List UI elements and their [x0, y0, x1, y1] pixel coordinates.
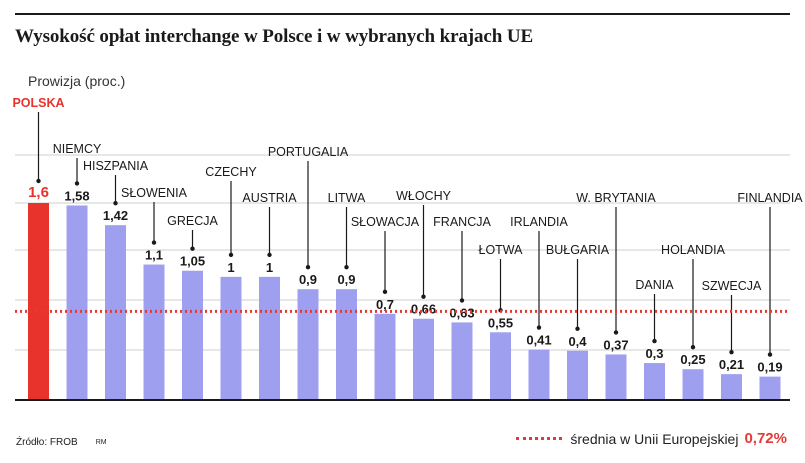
- source-text: Źródło: FROB: [16, 437, 78, 448]
- bar-16: [644, 363, 665, 400]
- leader-dot-17: [690, 345, 696, 350]
- category-label-15: W. BRYTANIA: [576, 191, 656, 205]
- category-label-2: HISZPANIA: [83, 159, 149, 173]
- leader-dot-3: [151, 240, 157, 245]
- y-axis-label: Prowizja (proc.): [28, 73, 126, 89]
- category-label-8: LITWA: [328, 191, 366, 205]
- bar-1: [66, 205, 88, 400]
- bar-6: [259, 276, 280, 400]
- leader-dot-1: [74, 181, 80, 186]
- leader-dot-13: [536, 325, 542, 330]
- bar-13: [528, 349, 550, 400]
- bar-10: [413, 318, 434, 400]
- value-label-14: 0,4: [568, 334, 587, 349]
- chart-legend: średnia w Unii Europejskiej 0,72%: [516, 430, 787, 447]
- value-label-1: 1,58: [64, 188, 89, 203]
- leader-dot-16: [652, 338, 657, 344]
- leader-dot-6: [267, 252, 272, 258]
- leader-dot-9: [382, 289, 388, 295]
- value-label-3: 1,1: [145, 248, 163, 263]
- bar-0: [28, 203, 49, 400]
- category-label-13: IRLANDIA: [510, 215, 568, 229]
- bar-4: [182, 270, 203, 400]
- leader-dot-8: [344, 264, 349, 270]
- category-label-12: ŁOTWA: [479, 243, 524, 257]
- top-rule: [15, 13, 790, 15]
- category-label-19: FINLANDIA: [737, 191, 803, 205]
- value-label-7: 0,9: [299, 272, 317, 287]
- value-label-18: 0,21: [719, 357, 744, 372]
- leader-dot-11: [459, 298, 465, 303]
- value-label-11: 0,63: [449, 305, 474, 320]
- category-label-17: HOLANDIA: [661, 243, 726, 257]
- value-label-6: 1: [266, 260, 273, 275]
- category-label-5: CZECHY: [205, 165, 257, 179]
- value-label-4: 1,05: [180, 254, 205, 269]
- category-label-14: BUŁGARIA: [546, 243, 610, 257]
- value-label-13: 0,41: [526, 333, 551, 348]
- leader-dot-19: [767, 352, 773, 357]
- legend-average-value: 0,72%: [744, 430, 787, 447]
- leader-dot-18: [729, 349, 734, 355]
- bar-15: [605, 354, 627, 400]
- category-label-9: SŁOWACJA: [351, 215, 420, 229]
- bar-3: [143, 264, 165, 400]
- value-label-12: 0,55: [488, 315, 513, 330]
- leader-dot-7: [305, 264, 311, 270]
- category-label-4: GRECJA: [167, 214, 218, 228]
- value-label-0: 1,6: [28, 184, 49, 201]
- bar-17: [682, 369, 704, 400]
- bar-7: [297, 289, 319, 400]
- category-label-6: AUSTRIA: [242, 191, 297, 205]
- value-label-10: 0,66: [411, 302, 436, 317]
- category-label-10: WŁOCHY: [396, 189, 452, 203]
- leader-dot-2: [113, 200, 118, 206]
- category-label-1: NIEMCY: [53, 142, 102, 156]
- bar-5: [220, 276, 242, 400]
- leader-dot-10: [421, 294, 426, 299]
- category-label-11: FRANCJA: [433, 215, 491, 229]
- bar-14: [567, 350, 588, 400]
- category-label-3: SŁOWENIA: [121, 186, 188, 200]
- legend-label: średnia w Unii Europejskiej: [570, 430, 739, 447]
- value-label-15: 0,37: [603, 337, 628, 352]
- value-label-8: 0,9: [337, 272, 355, 287]
- average-line-swatch: [516, 437, 563, 440]
- bar-18: [721, 374, 742, 400]
- leader-dot-0: [36, 178, 41, 184]
- bar-19: [759, 376, 781, 400]
- value-label-19: 0,19: [757, 360, 782, 375]
- category-label-7: PORTUGALIA: [268, 145, 349, 159]
- leader-dot-4: [190, 246, 195, 251]
- bar-9: [374, 313, 396, 400]
- author-initials: RM: [95, 439, 107, 446]
- bar-11: [451, 322, 473, 400]
- value-label-9: 0,7: [376, 297, 394, 312]
- leader-dot-15: [613, 330, 619, 335]
- value-label-17: 0,25: [680, 352, 705, 367]
- bar-12: [490, 332, 511, 400]
- value-label-2: 1,42: [103, 208, 128, 223]
- category-label-0: POLSKA: [12, 96, 64, 110]
- category-label-18: SZWECJA: [702, 279, 762, 293]
- bar-8: [336, 289, 357, 400]
- category-label-16: DANIA: [635, 278, 674, 292]
- chart-title: Wysokość opłat interchange w Polsce i w …: [15, 26, 534, 47]
- leader-dot-5: [228, 252, 234, 258]
- source-note: Źródło: FROB RM: [16, 437, 107, 448]
- value-label-5: 1: [227, 260, 234, 275]
- value-label-16: 0,3: [645, 346, 663, 361]
- leader-dot-14: [575, 326, 580, 331]
